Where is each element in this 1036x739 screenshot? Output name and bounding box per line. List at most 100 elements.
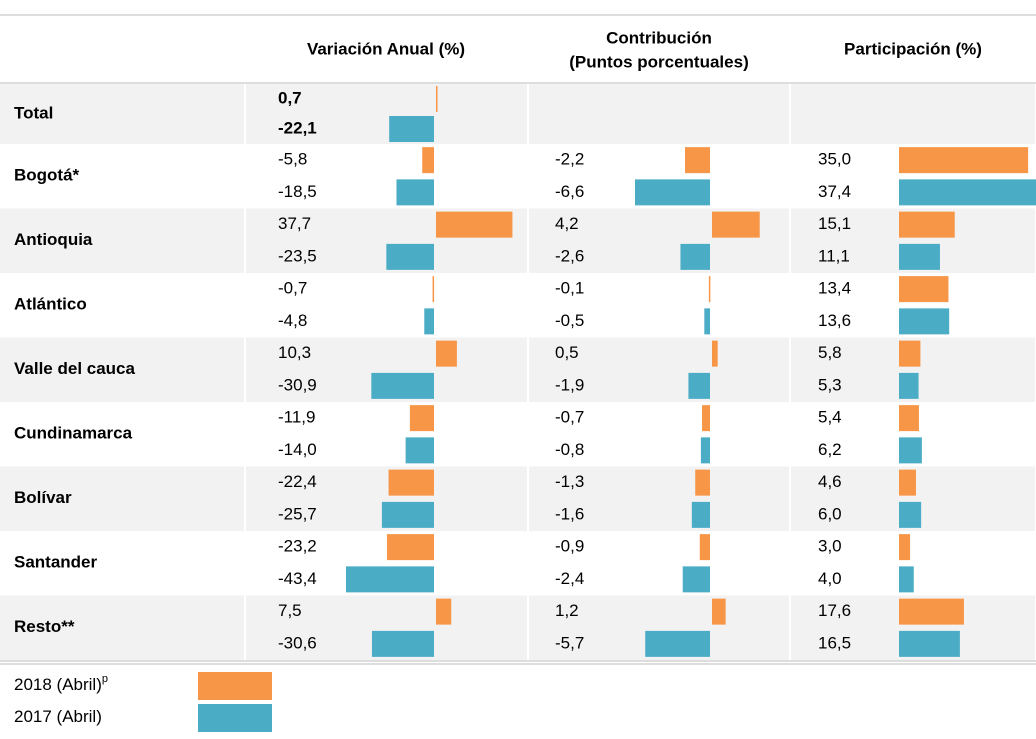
data-bar: [899, 405, 919, 432]
data-bar: [712, 211, 760, 238]
row-background: [0, 84, 244, 144]
row-background: [0, 144, 244, 209]
legend-swatch: [198, 672, 272, 700]
data-bar: [899, 179, 1036, 206]
cell-value: -25,7: [278, 504, 317, 523]
cell-value: -0,9: [555, 537, 584, 556]
cell-value: 11,1: [818, 246, 850, 265]
cell-value: -22,4: [278, 472, 317, 491]
cell-value: 5,8: [818, 343, 842, 362]
row-background: [0, 208, 244, 273]
data-bar: [381, 501, 434, 528]
data-bar: [695, 469, 710, 496]
data-bar: [699, 534, 710, 561]
cell-background: [529, 337, 789, 402]
cell-value: 4,2: [555, 214, 579, 233]
cell-value: -4,8: [278, 311, 307, 330]
data-bar: [396, 179, 434, 206]
data-bar: [432, 276, 435, 303]
cell-value: -14,0: [278, 440, 317, 459]
row-background: [0, 273, 244, 338]
data-bar: [899, 437, 922, 464]
cell-value: -18,5: [278, 182, 317, 201]
data-bar: [899, 340, 921, 367]
cell-value: -23,2: [278, 537, 317, 556]
data-bar: [424, 308, 434, 335]
data-bar: [405, 437, 434, 464]
data-bar: [371, 630, 434, 657]
cell-value: -11,9: [278, 408, 316, 427]
data-bar: [346, 566, 434, 593]
cell-value: 13,4: [818, 279, 851, 298]
cell-background: [246, 144, 527, 209]
cell-value: 5,3: [818, 375, 842, 394]
row-background: [0, 466, 244, 531]
data-bar: [704, 308, 710, 335]
row-label: Total: [14, 103, 53, 122]
legend-label: 2017 (Abril): [14, 707, 102, 726]
data-bar: [899, 276, 949, 303]
data-bar: [680, 243, 710, 270]
data-bar: [899, 501, 922, 528]
cell-value: -23,5: [278, 246, 317, 265]
data-bar: [422, 147, 434, 174]
cell-value: 37,4: [818, 182, 851, 201]
data-bar: [899, 534, 911, 561]
cell-value: 37,7: [278, 214, 311, 233]
data-bar: [386, 243, 434, 270]
legend-text: 2018 (Abril): [14, 675, 102, 694]
cell-value: 7,5: [278, 601, 302, 620]
data-bar: [682, 566, 710, 593]
cell-background: [529, 466, 789, 531]
row-label: Bolívar: [14, 488, 72, 507]
cell-background: [246, 273, 527, 338]
data-bar: [899, 308, 950, 335]
row-background: [0, 595, 244, 660]
cell-value: 10,3: [278, 343, 311, 362]
cell-value: 17,6: [818, 601, 851, 620]
data-bar: [899, 469, 916, 496]
data-bar: [702, 405, 710, 432]
cell-value: 6,2: [818, 440, 842, 459]
cell-value: -2,2: [555, 150, 584, 169]
cell-value: -30,6: [278, 633, 317, 652]
column-header: Variación Anual (%): [307, 39, 465, 58]
row-label: Resto**: [14, 617, 75, 636]
cell-value: -0,5: [555, 311, 584, 330]
row-background: [0, 402, 244, 467]
legend-text: 2017 (Abril): [14, 707, 102, 726]
data-bar: [436, 211, 513, 238]
legend-label: 2018 (Abril)p: [14, 673, 108, 695]
row-label: Santander: [14, 553, 98, 572]
cell-value: 35,0: [818, 150, 851, 169]
cell-background: [529, 402, 789, 467]
cell-value: -0,7: [278, 279, 307, 298]
cell-value: 16,5: [818, 633, 851, 652]
row-background: [0, 531, 244, 596]
cell-value: 0,5: [555, 343, 579, 362]
data-bar: [436, 340, 457, 367]
data-bar: [691, 501, 710, 528]
cell-value: 13,6: [818, 311, 851, 330]
data-bar: [688, 372, 710, 399]
cell-value: 5,4: [818, 408, 842, 427]
cell-background: [529, 84, 789, 144]
cell-value: 4,6: [818, 472, 842, 491]
cell-value: -43,4: [278, 569, 317, 588]
cell-value: -1,9: [555, 375, 584, 394]
row-label: Cundinamarca: [14, 424, 133, 443]
cell-value: 1,2: [555, 601, 579, 620]
data-bar: [712, 340, 718, 367]
cell-value: 4,0: [818, 569, 842, 588]
data-bar: [899, 566, 914, 593]
data-bar: [436, 86, 438, 112]
data-bar: [371, 372, 434, 399]
cell-value: -30,9: [278, 375, 317, 394]
data-bar: [899, 598, 964, 625]
cell-value: -0,8: [555, 440, 584, 459]
cell-value: -2,6: [555, 246, 584, 265]
cell-background: [529, 531, 789, 596]
cell-background: [246, 402, 527, 467]
